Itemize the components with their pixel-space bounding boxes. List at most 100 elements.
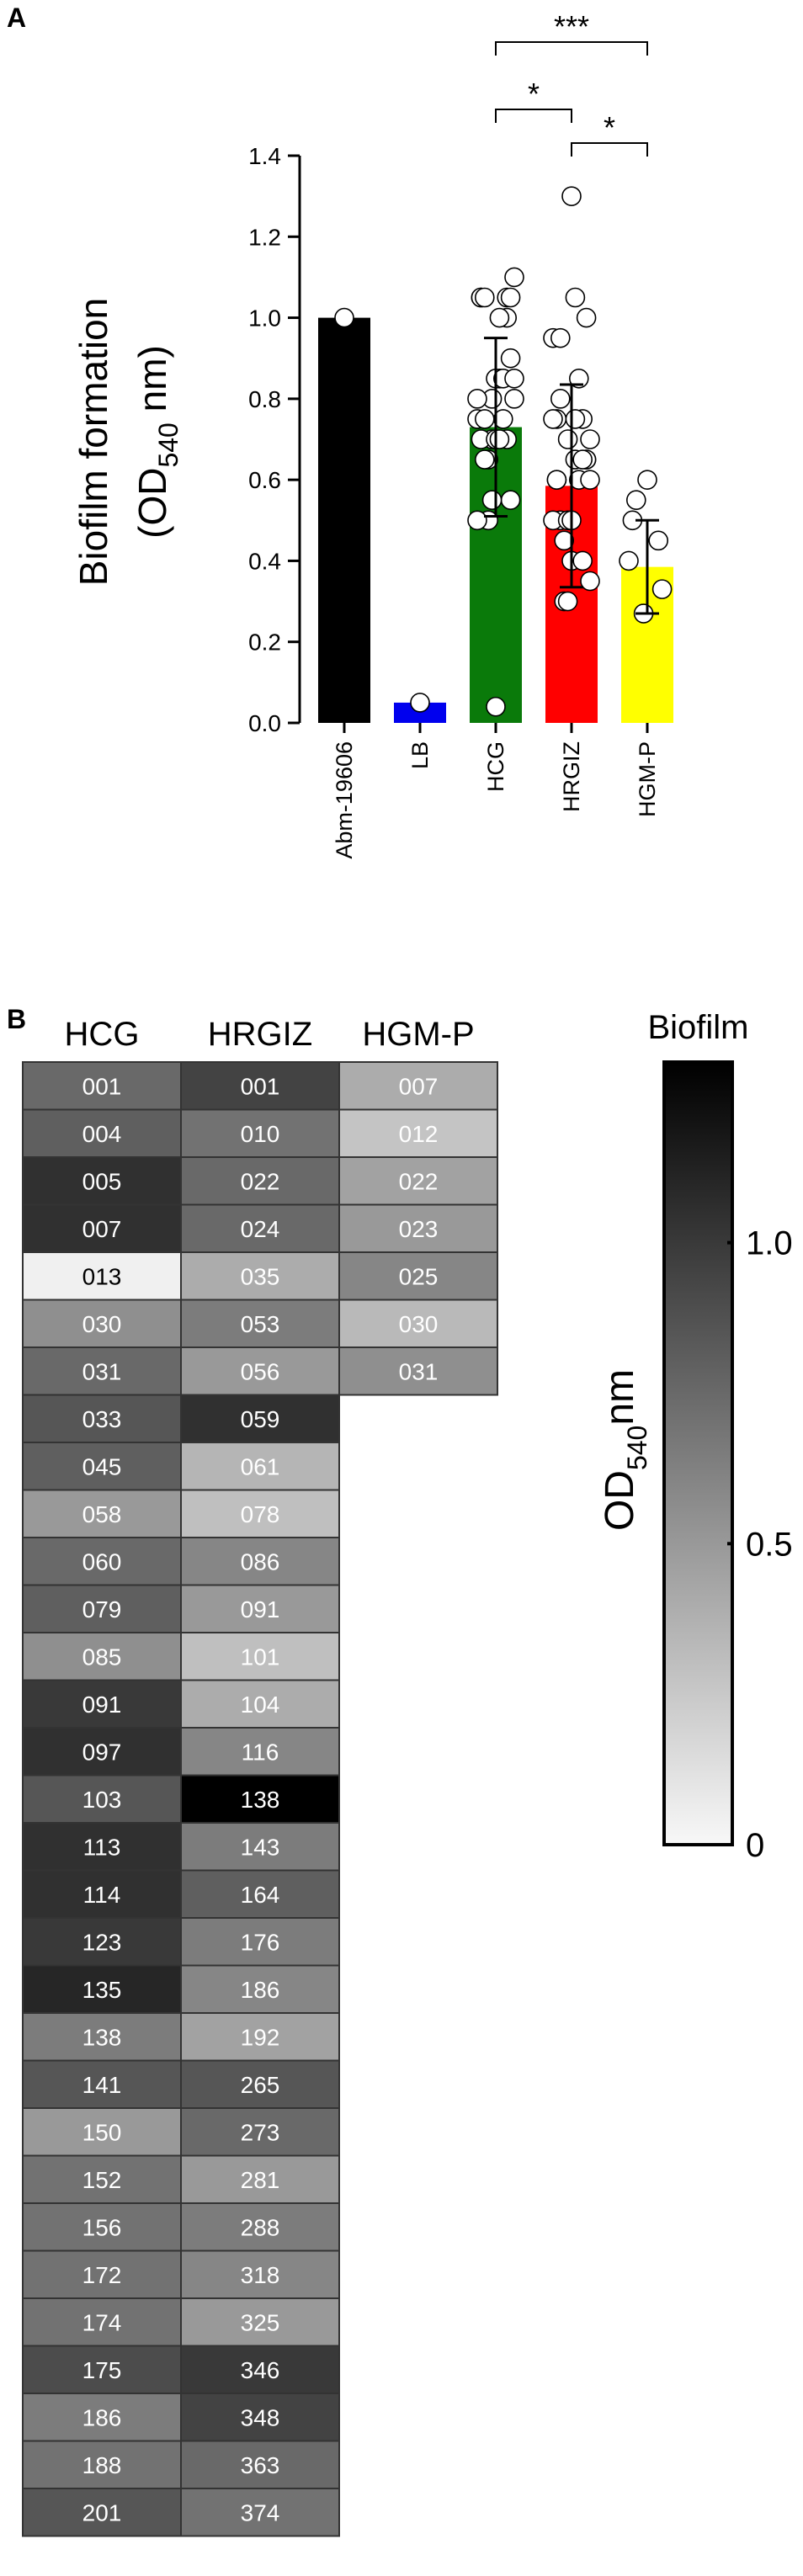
data-point [554,530,575,551]
cell-label: 078 [241,1501,280,1527]
data-point [504,267,524,288]
heatmap-cell [22,1442,182,1491]
label-subscript: 540 [153,422,183,467]
heatmap-cell [180,2059,340,2109]
cell-label: 141 [82,2072,122,2098]
data-point [543,409,563,429]
heatmap-cell [22,1917,182,1967]
colorbar-tick-label: 1.0 [746,1225,793,1262]
cell-label: 023 [399,1216,439,1242]
cell-label: 172 [82,2262,122,2288]
cell-label: 103 [82,1787,122,1813]
cell-label: 186 [241,1977,280,2003]
x-tick-label-group: HRGIZ [559,741,584,812]
data-point [489,307,510,328]
column-header: HRGIZ [208,1016,312,1053]
cell-label: 007 [399,1073,439,1099]
x-tick-label: HCG [483,741,508,792]
heatmap-cell [180,1394,340,1443]
colorbar-tick-label: 0 [746,1827,764,1864]
cell-label: 013 [82,1263,122,1289]
y-tick-label: 0.6 [248,467,281,493]
cell-label: 138 [241,1787,280,1813]
cell-label: 079 [82,1596,122,1623]
heatmap-cell [338,1108,498,1158]
panel-label: B [7,1004,26,1034]
significance-label: * [528,77,540,111]
cell-label: 033 [82,1406,122,1432]
data-point [561,186,582,206]
data-point [492,409,513,429]
data-point [565,287,586,308]
label-part: nm) [130,345,174,422]
heatmap-cell [180,1822,340,1872]
heatmap-cell [180,1584,340,1633]
cell-label: 273 [241,2119,280,2145]
data-point [504,368,524,389]
x-tick-label-group: Abm-19606 [332,741,357,859]
heatmap-cell [180,2107,340,2157]
y-tick-label: 1.2 [248,224,281,250]
data-point [489,429,510,449]
heatmap-cell [22,1537,182,1586]
heatmap-cell [180,1869,340,1919]
significance-bracket [495,109,572,123]
cell-label: 176 [241,1929,280,1955]
heatmap-cell [22,1822,182,1872]
label-subscript: 540 [622,1426,652,1470]
data-point [334,307,354,328]
cell-label: 114 [83,1882,121,1908]
y-axis-label-line: Biofilm formation [72,298,115,587]
colorbar [662,1060,734,1846]
cell-label: 001 [82,1073,122,1099]
cell-label: 058 [82,1501,122,1527]
heatmap-cell [22,2249,182,2299]
cell-label: 005 [82,1168,122,1194]
cell-label: 031 [82,1358,122,1384]
cell-label: 113 [83,1834,121,1860]
heatmap-cell [180,2012,340,2062]
heatmap-cell [22,2393,182,2442]
cell-label: 138 [82,2024,122,2050]
data-point [467,389,487,409]
cell-label: 156 [82,2214,122,2240]
heatmap-cell [22,1108,182,1158]
cell-label: 363 [241,2452,280,2478]
data-point [651,579,673,599]
cell-label: 288 [241,2214,280,2240]
x-tick-label: Abm-19606 [332,741,357,859]
cell-label: 031 [399,1358,439,1384]
cell-label: 186 [82,2404,122,2430]
data-point [467,510,487,531]
cell-label: 104 [241,1692,280,1718]
data-point [637,470,657,490]
cell-label: 101 [241,1644,280,1670]
cell-label: 007 [82,1216,122,1242]
cell-label: 123 [82,1929,122,1955]
data-point [557,429,578,449]
y-tick-label: 0.4 [248,548,281,574]
cell-label: 174 [82,2309,122,2335]
cell-label: 022 [399,1168,439,1194]
cell-label: 010 [241,1121,280,1147]
data-point [557,591,578,612]
cell-label: 001 [241,1073,280,1099]
column-header: HCG [65,1016,140,1053]
heatmap-cell [180,1203,340,1253]
heatmap-cell [338,1346,498,1396]
cell-label: 053 [241,1311,280,1337]
significance-bracket [571,142,648,157]
heatmap-cell [22,1632,182,1681]
data-point [648,530,669,551]
data-point [550,389,571,409]
cell-label: 091 [82,1692,122,1718]
heatmap-cell [22,1584,182,1633]
heatmap-cell [180,1299,340,1348]
y-axis-label-line: (OD540 nm) [130,345,183,539]
column-header: HGM-P [362,1016,474,1053]
heatmap-cell [180,1489,340,1538]
cell-label: 152 [82,2167,122,2193]
heatmap-cell [22,1156,182,1206]
y-axis-label: Biofilm formation (OD540 nm) [72,298,183,587]
